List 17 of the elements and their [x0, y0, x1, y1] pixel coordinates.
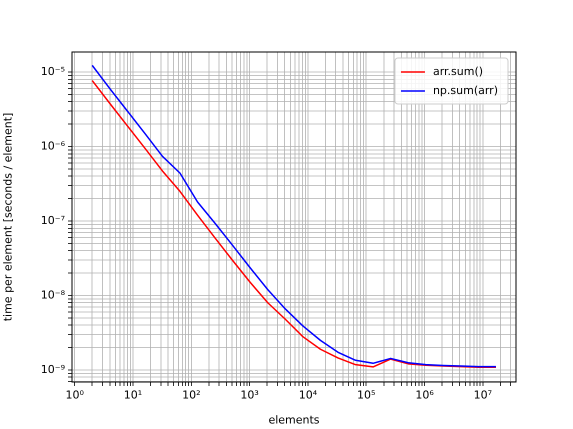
y-tick-label: 10⁻⁸ [40, 288, 66, 302]
x-tick-label: 10¹ [124, 388, 142, 402]
x-tick-label: 10² [182, 388, 201, 402]
x-tick-label: 10⁴ [298, 388, 318, 402]
legend-label: arr.sum() [432, 64, 484, 78]
y-tick-label: 10⁻⁶ [40, 139, 66, 152]
x-axis-title: elements [268, 413, 320, 426]
x-tick-label: 10⁵ [357, 388, 376, 402]
x-tick-label: 10⁰ [65, 388, 84, 402]
y-tick-label: 10⁻⁵ [40, 64, 65, 78]
y-axis-title: time per element [seconds / element] [1, 112, 14, 322]
y-tick-label: 10⁻⁹ [40, 362, 65, 376]
x-tick-label: 10⁷ [474, 388, 492, 402]
x-tick-label: 10³ [240, 388, 259, 402]
y-tick-label: 10⁻⁷ [40, 214, 65, 227]
legend-label: np.sum(arr) [432, 84, 498, 97]
x-tick-label: 10⁶ [415, 388, 434, 402]
